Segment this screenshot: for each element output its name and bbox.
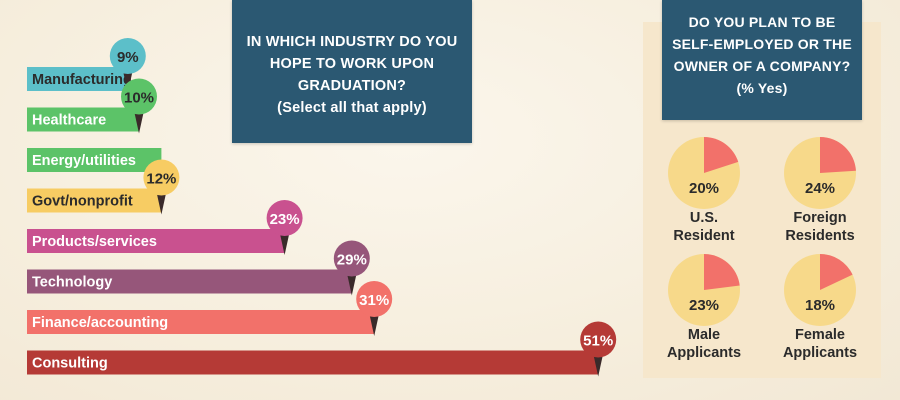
marker-circle-govt-nonprofit: [143, 159, 180, 196]
bar-govt-nonprofit: [27, 188, 162, 213]
plan-line-2: SELF-EMPLOYED OR THE: [672, 36, 852, 52]
pie-slice-yes: [820, 137, 856, 173]
marker-pin-healthcare: [134, 110, 144, 134]
marker-circle-finance-accounting: [356, 281, 393, 317]
marker-circle-manufacturing: [109, 38, 146, 74]
pie-foreign-residents: 24% Foreign Residents: [765, 135, 875, 245]
marker-value-products-services: 23%: [270, 211, 300, 228]
marker-value-govt-nonprofit: 12%: [146, 171, 176, 188]
marker-value-healthcare: 10%: [124, 90, 154, 107]
bar-label-govt-nonprofit: Govt/nonprofit: [32, 194, 133, 210]
bar-finance-accounting: [27, 310, 375, 334]
bar-label-finance-accounting: Finance/accounting: [32, 315, 168, 331]
self-employment-question-box: DO YOU PLAN TO BE SELF-EMPLOYED OR THE O…: [662, 0, 862, 120]
question-line-3: GRADUATION?: [297, 78, 407, 94]
bar-energy-utilities: [27, 148, 162, 172]
pie-chart-us-resident: 20%: [668, 137, 740, 209]
marker-circle-technology: [333, 240, 370, 277]
pie-us-resident: 20% U.S. Resident: [649, 135, 759, 245]
pie-label-male-applicants: Male Applicants: [666, 327, 742, 361]
pie-slice-yes: [820, 254, 853, 290]
pie-slice-yes: [704, 254, 740, 290]
pie-male-applicants: 23% Male Applicants: [649, 252, 759, 362]
bar-label-healthcare: Healthcare: [32, 113, 106, 129]
bar-label-manufacturing: Manufacturing: [32, 72, 132, 88]
bar-consulting: [27, 350, 599, 375]
bar-label-products-services: Products/services: [32, 234, 157, 250]
plan-line-4: (% Yes): [736, 80, 788, 96]
marker-circle-consulting: [580, 321, 617, 358]
question-line-2: HOPE TO WORK UPON: [269, 56, 435, 72]
marker-value-manufacturing: 9%: [117, 49, 139, 66]
bar-manufacturing: [27, 67, 128, 91]
bar-label-energy-utilities: Energy/utilities: [32, 153, 136, 169]
bar-products-services: [27, 229, 285, 253]
marker-value-technology: 29%: [337, 252, 367, 269]
marker-pin-manufacturing: [122, 70, 133, 93]
bar-label-consulting: Consulting: [32, 356, 108, 372]
marker-pin-products-services: [279, 232, 290, 255]
pie-chart-male-applicants: 23%: [668, 254, 740, 326]
pie-label-female-applicants: Female Applicants: [782, 327, 858, 361]
marker-pin-govt-nonprofit: [156, 191, 167, 215]
bar-technology: [27, 269, 352, 294]
bar-label-technology: Technology: [32, 275, 112, 291]
pie-slice-yes: [704, 137, 739, 173]
pie-value-label: 20%: [689, 180, 719, 197]
marker-circle-products-services: [266, 200, 303, 236]
plan-line-1: DO YOU PLAN TO BE: [688, 14, 836, 30]
pie-label-foreign-residents: Foreign Residents: [785, 210, 855, 244]
marker-circle-healthcare: [121, 78, 157, 115]
question-line-1: IN WHICH INDUSTRY DO YOU: [246, 34, 458, 50]
marker-pin-consulting: [593, 353, 604, 377]
pie-chart-female-applicants: 18%: [784, 254, 856, 326]
bar-healthcare: [27, 107, 139, 132]
industry-question-box: IN WHICH INDUSTRY DO YOU HOPE TO WORK UP…: [232, 0, 472, 143]
pie-value-label: 18%: [805, 297, 835, 314]
pie-female-applicants: 18% Female Applicants: [765, 252, 875, 362]
marker-value-finance-accounting: 31%: [359, 292, 389, 309]
pie-chart-foreign-residents: 24%: [784, 137, 856, 209]
plan-line-3: OWNER OF A COMPANY?: [673, 58, 851, 74]
marker-value-consulting: 51%: [583, 333, 613, 350]
question-line-4: (Select all that apply): [277, 100, 427, 116]
pie-value-label: 24%: [805, 180, 835, 197]
marker-pin-finance-accounting: [369, 313, 380, 336]
pie-label-us-resident: U.S. Resident: [673, 210, 735, 244]
marker-pin-technology: [346, 272, 357, 296]
pie-value-label: 23%: [689, 297, 719, 314]
